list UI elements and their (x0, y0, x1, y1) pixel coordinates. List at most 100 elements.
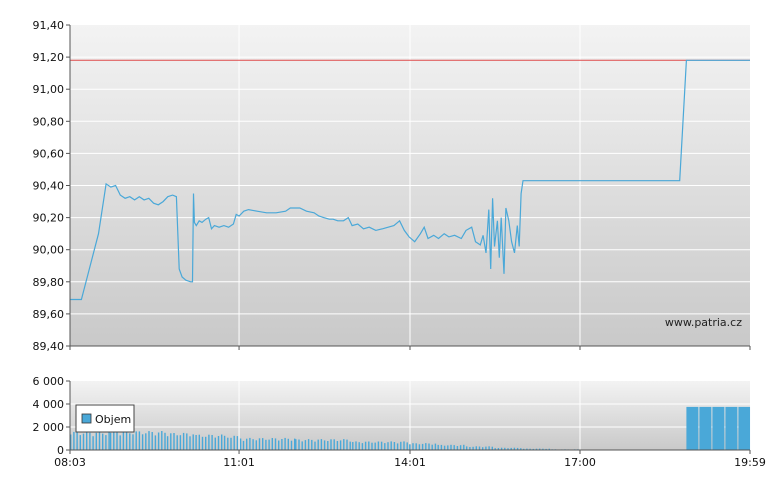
volume-tick-label: 0 (57, 444, 64, 457)
volume-bar (545, 448, 547, 450)
volume-bar (317, 439, 319, 450)
volume-bar (450, 444, 452, 450)
volume-bar (182, 432, 185, 450)
volume-bar (176, 435, 178, 450)
volume-bar (523, 448, 525, 450)
volume-tick-label: 6 000 (33, 375, 65, 388)
volume-bar (406, 442, 408, 450)
volume-bars (70, 406, 751, 450)
volume-bar (469, 447, 471, 450)
volume-bar (284, 437, 286, 450)
volume-bar (138, 431, 141, 450)
volume-bar (205, 436, 207, 450)
volume-bar (151, 432, 153, 450)
volume-bar (179, 435, 182, 450)
volume-bar (472, 446, 474, 450)
volume-bar (249, 437, 251, 450)
volume-bar (304, 440, 307, 450)
volume-bar (330, 439, 332, 450)
legend: Objem (75, 404, 135, 433)
price-tick-label: 91,00 (33, 83, 65, 96)
volume-bar (421, 443, 424, 450)
volume-bar (307, 439, 310, 450)
volume-bar (125, 431, 128, 450)
volume-bar (412, 443, 414, 450)
volume-bar (355, 441, 357, 450)
volume-bar (119, 435, 121, 450)
volume-bar (377, 441, 380, 450)
volume-bar (95, 432, 97, 450)
volume-bar (233, 435, 235, 450)
price-tick-label: 90,40 (33, 180, 65, 193)
volume-bar (393, 442, 396, 450)
volume-bar (89, 432, 91, 450)
volume-bar (164, 432, 166, 450)
volume-bar (535, 448, 538, 450)
volume-bar (529, 448, 531, 450)
volume-panel: 0 2 000 4 000 6 000 08:03 11:01 14:01 17:00 19:… (33, 25, 766, 469)
volume-bar (192, 434, 194, 450)
volume-bar (725, 406, 738, 450)
volume-bar (105, 435, 107, 450)
volume-bar (699, 406, 712, 450)
volume-bar (539, 448, 541, 450)
volume-bar (510, 447, 512, 450)
volume-bar (135, 431, 137, 450)
legend-swatch (81, 413, 92, 424)
price-panel: 89,40 89,60 89,80 90,00 90,20 90,40 90,60 90,80… (33, 19, 751, 353)
volume-grid (70, 381, 750, 450)
volume-bar (98, 431, 101, 450)
price-tick-label: 90,80 (33, 115, 65, 128)
volume-bar (513, 447, 516, 450)
volume-bar (86, 431, 88, 450)
volume-bar (287, 438, 289, 450)
volume-bar (368, 441, 370, 450)
price-tick-label: 90,20 (33, 212, 65, 225)
volume-bar (542, 448, 544, 450)
volume-bar (116, 432, 118, 450)
time-tick-label: 08:03 (54, 456, 86, 469)
volume-bar (271, 438, 273, 450)
volume-bar (504, 447, 506, 450)
volume-bar (230, 437, 232, 450)
volume-bar (500, 447, 503, 450)
volume-bar (166, 436, 169, 450)
volume-bar (491, 446, 493, 450)
volume-bar (463, 444, 465, 450)
volume-bar (738, 406, 751, 450)
volume-bar (415, 443, 417, 450)
volume-bar (208, 434, 210, 450)
volume-bar (227, 437, 229, 450)
volume-bar (548, 448, 550, 450)
volume-bar (456, 446, 459, 450)
volume-bar (122, 432, 125, 450)
volume-bar (278, 440, 280, 450)
volume-bar (108, 432, 110, 450)
volume-bar (323, 440, 326, 450)
volume-bar (339, 440, 342, 450)
price-tick-label: 90,60 (33, 147, 65, 160)
volume-bar (223, 435, 226, 450)
volume-bar (255, 440, 257, 450)
volume-bar (343, 439, 345, 450)
legend-label: Objem (95, 413, 131, 426)
volume-bar (526, 448, 528, 450)
volume-tick-label: 4 000 (33, 398, 65, 411)
volume-bar (109, 432, 112, 450)
volume-bar (437, 444, 439, 450)
volume-bar (295, 439, 297, 450)
volume-bar (352, 442, 354, 450)
volume-bar (113, 431, 115, 450)
volume-bar (82, 433, 85, 450)
volume-bar (274, 438, 277, 450)
volume-bar (314, 441, 316, 450)
volume-bar (478, 446, 481, 450)
watermark: www.patria.cz (665, 316, 742, 329)
volume-bar (380, 441, 383, 450)
volume-bar (161, 431, 163, 450)
price-tick-label: 91,20 (33, 51, 65, 64)
volume-bar (532, 448, 534, 450)
time-tick-label: 14:01 (394, 456, 426, 469)
